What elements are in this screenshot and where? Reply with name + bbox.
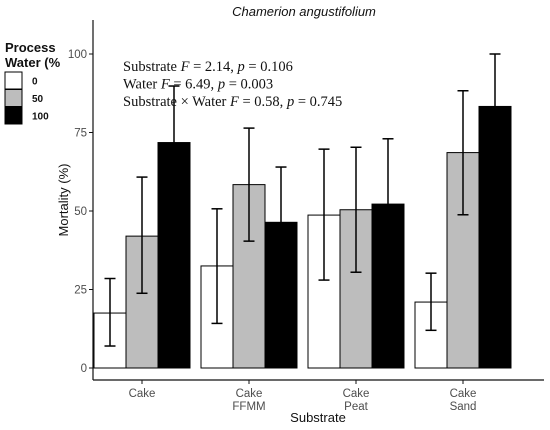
legend-title: Process Water (% xyxy=(5,40,61,70)
legend: Process Water (% 0 50 100 xyxy=(4,40,61,125)
stat-annotation: Substrate F = 2.14, p = 0.106 xyxy=(123,59,293,75)
x-tick-label: Cake xyxy=(343,388,370,400)
legend-swatch-50 xyxy=(4,89,23,107)
legend-title-line: Process xyxy=(5,40,56,55)
y-axis-title: Mortality (%) xyxy=(56,164,71,237)
y-tick-label: 75 xyxy=(74,128,87,140)
legend-swatch-100 xyxy=(4,106,23,125)
x-tick-label: Sand xyxy=(450,401,477,413)
bars-layer xyxy=(93,105,512,369)
y-tick-label: 100 xyxy=(68,49,87,61)
annotation-fragment: = 0.106 xyxy=(245,59,293,75)
legend-label-50: 50 xyxy=(32,94,44,105)
annotation-fragment: F xyxy=(229,94,239,110)
annotation-fragment: Water xyxy=(123,77,161,93)
x-tick-label: Peat xyxy=(344,401,368,413)
legend-title-line: Water (% xyxy=(5,55,61,70)
annotation-fragment: p xyxy=(237,59,245,75)
x-tick-label: Cake xyxy=(129,388,156,400)
stat-annotation: Water F = 6.49, p = 0.003 xyxy=(123,77,273,93)
y-tick-label: 25 xyxy=(74,285,87,297)
x-axis-title: Substrate xyxy=(290,410,346,425)
legend-swatch-0 xyxy=(4,71,23,90)
statistics-annotations: Substrate F = 2.14, p = 0.106 Water F = 6… xyxy=(123,59,342,110)
annotation-fragment: = 2.14, xyxy=(189,59,237,75)
y-tick-label: 0 xyxy=(81,363,87,375)
annotation-fragment: = 6.49, xyxy=(170,77,218,93)
annotation-fragment: = 0.003 xyxy=(225,77,273,93)
x-tick-label: Cake xyxy=(236,388,263,400)
annotation-fragment: Substrate × Water xyxy=(123,94,230,110)
annotation-fragment: F xyxy=(160,77,170,93)
x-tick-label: Cake xyxy=(450,388,477,400)
y-tick-label: 50 xyxy=(74,206,87,218)
error-bars-layer xyxy=(104,53,501,347)
bar-50-1 xyxy=(125,235,159,369)
annotation-fragment: Substrate xyxy=(123,59,181,75)
chart-title: Chamerion angustifolium xyxy=(232,4,376,19)
annotation-fragment: p xyxy=(286,94,294,110)
legend-label-0: 0 xyxy=(32,77,38,88)
y-ticks: 0 25 50 75 100 xyxy=(68,49,93,375)
annotation-fragment: = 0.58, xyxy=(239,94,287,110)
annotation-fragment: F xyxy=(180,59,190,75)
x-tick-label: FFMM xyxy=(232,401,265,413)
bar-100-1 xyxy=(157,142,191,369)
stat-annotation: Substrate × Water F = 0.58, p = 0.745 xyxy=(123,94,342,110)
annotation-fragment: = 0.745 xyxy=(294,94,342,110)
annotation-fragment: p xyxy=(217,77,225,93)
legend-label-100: 100 xyxy=(32,112,49,123)
legend-items: 0 50 100 xyxy=(4,71,49,125)
